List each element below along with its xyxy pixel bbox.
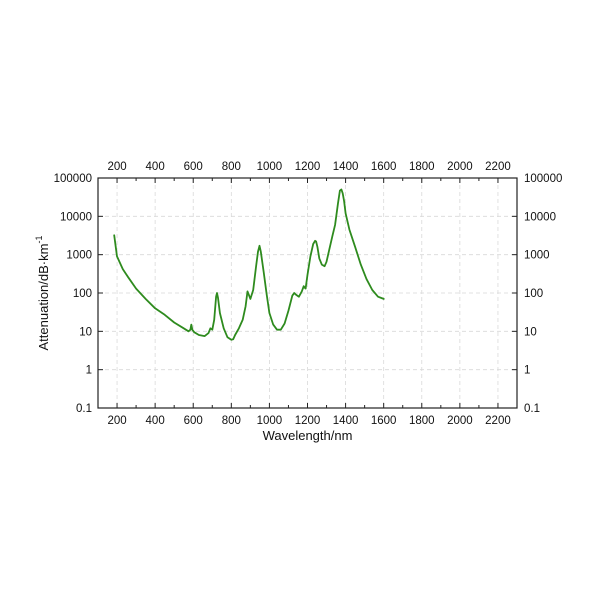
x-tick-label-top: 1200: [295, 161, 321, 173]
x-tick-label-bottom: 1000: [257, 415, 283, 427]
x-tick-label-top: 1800: [409, 161, 435, 173]
x-tick-label-bottom: 400: [146, 415, 165, 427]
x-tick-label-bottom: 200: [107, 415, 126, 427]
y-tick-label-left: 10: [79, 326, 92, 338]
y-tick-label-right: 1000: [524, 250, 550, 262]
tick-labels: 2002004004006006008008001000100012001200…: [54, 161, 563, 427]
x-tick-label-bottom: 1800: [409, 415, 435, 427]
x-axis-title: Wavelength/nm: [263, 428, 353, 443]
attenuation-series-line: [113, 188, 385, 341]
y-tick-label-left: 10000: [60, 211, 92, 223]
y-axis-title-main: Attenuation/dB·km: [36, 244, 51, 351]
x-tick-label-top: 1400: [333, 161, 359, 173]
y-tick-label-right: 10000: [524, 211, 556, 223]
x-tick-label-top: 2200: [485, 161, 511, 173]
x-tick-label-top: 200: [107, 161, 126, 173]
x-tick-label-bottom: 1400: [333, 415, 359, 427]
y-tick-label-left: 100000: [54, 173, 92, 185]
x-tick-label-bottom: 1600: [371, 415, 397, 427]
x-tick-label-top: 800: [222, 161, 241, 173]
y-tick-label-left: 1: [86, 365, 92, 377]
x-tick-label-bottom: 2000: [447, 415, 473, 427]
x-tick-label-top: 1000: [257, 161, 283, 173]
y-axis-title-superscript: -1: [34, 236, 44, 244]
y-tick-label-right: 0.1: [524, 403, 540, 415]
y-tick-label-left: 0.1: [76, 403, 92, 415]
grid: [98, 177, 517, 409]
y-tick-label-right: 100000: [524, 173, 562, 185]
series-layer: [113, 188, 385, 341]
x-tick-label-top: 600: [184, 161, 203, 173]
y-tick-label-right: 1: [524, 365, 530, 377]
axis-ticks: [97, 177, 518, 409]
x-tick-label-top: 400: [146, 161, 165, 173]
y-tick-label-left: 100: [73, 288, 92, 300]
x-tick-label-top: 1600: [371, 161, 397, 173]
y-tick-label-left: 1000: [66, 250, 92, 262]
x-tick-label-bottom: 1200: [295, 415, 321, 427]
y-tick-label-right: 10: [524, 326, 537, 338]
x-tick-label-bottom: 600: [184, 415, 203, 427]
x-tick-label-top: 2000: [447, 161, 473, 173]
x-tick-label-bottom: 800: [222, 415, 241, 427]
y-tick-label-right: 100: [524, 288, 543, 300]
x-tick-label-bottom: 2200: [485, 415, 511, 427]
y-axis-title: Attenuation/dB·km-1: [34, 236, 51, 351]
